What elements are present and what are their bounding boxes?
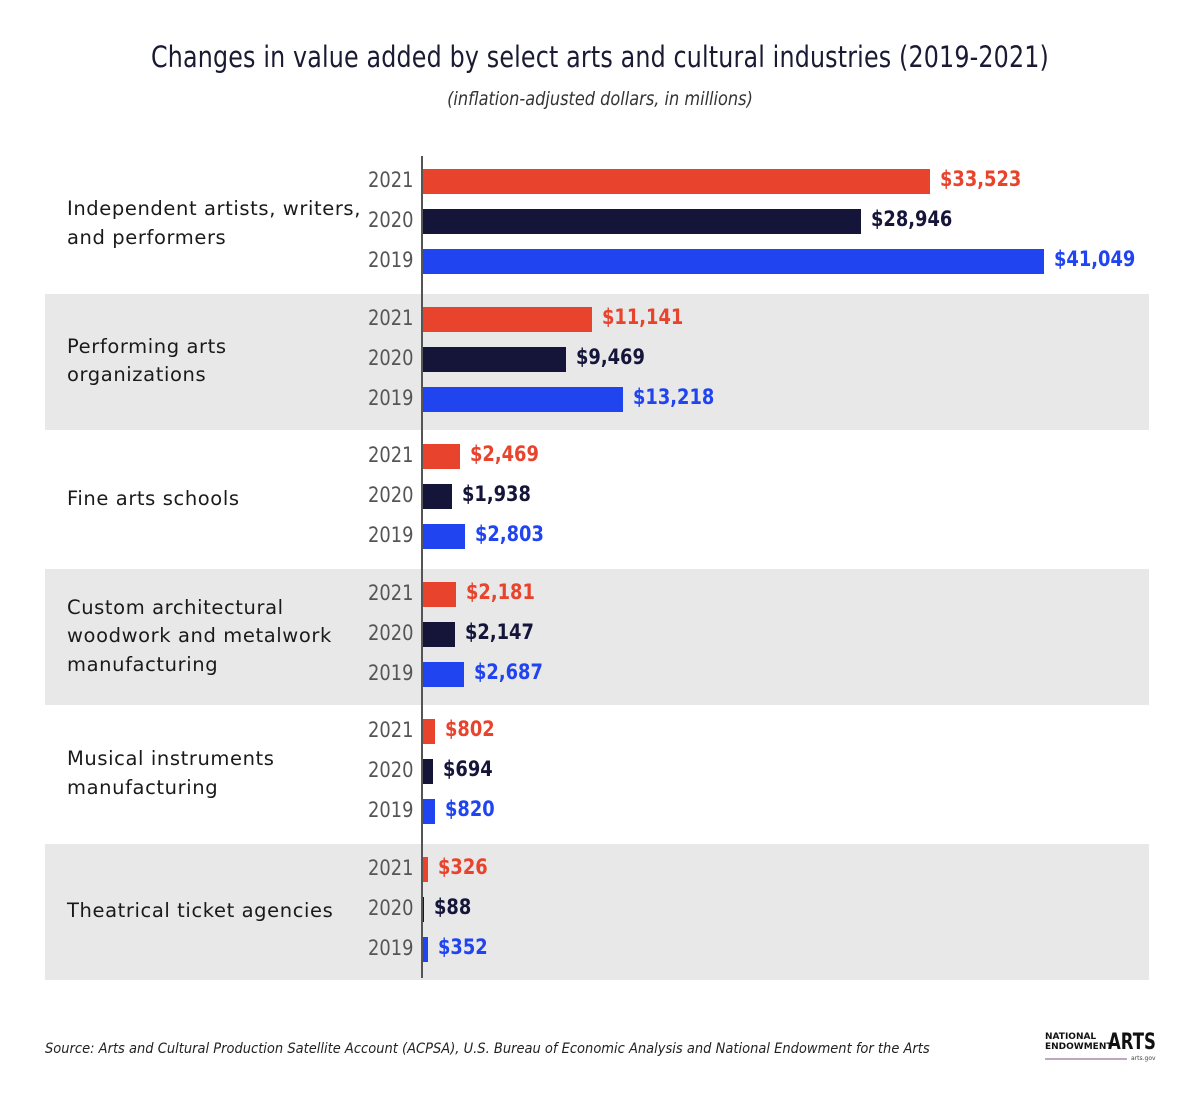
data-label: $33,523 <box>940 167 1022 191</box>
year-tick-label: 2019 <box>368 248 414 272</box>
logo-divider <box>1045 1058 1127 1060</box>
bar-2019 <box>423 249 1044 274</box>
year-tick-label: 2019 <box>368 385 414 410</box>
year-tick-label: 2019 <box>368 798 414 822</box>
bar-2019 <box>423 799 436 824</box>
year-tick-label: 2021 <box>368 443 414 467</box>
bar-2019 <box>423 524 466 549</box>
year-tick-label: 2021 <box>368 855 414 880</box>
data-label: $9,469 <box>576 344 646 369</box>
bar-2019 <box>423 661 464 687</box>
category-label: Performing arts organizations <box>67 334 227 387</box>
bar-2021 <box>423 719 436 744</box>
category-label: Musical instruments manufacturing <box>67 747 275 799</box>
year-tick-label: 2021 <box>368 718 414 742</box>
category-band <box>45 568 1149 705</box>
source-note: Source: Arts and Cultural Production Sat… <box>45 1041 930 1057</box>
data-label: $2,181 <box>465 579 535 604</box>
bar-2020 <box>423 346 567 372</box>
logo-site: arts.gov <box>1131 1055 1156 1062</box>
data-label: $2,147 <box>465 619 535 644</box>
nea-logo: NATIONAL ENDOWMENT ARTS arts.gov <box>1045 1030 1156 1064</box>
data-label: $11,141 <box>601 304 683 329</box>
category-label: Theatrical ticket agencies <box>67 899 334 922</box>
year-tick-label: 2021 <box>368 168 414 192</box>
data-label: $1,938 <box>462 482 532 506</box>
data-label: $326 <box>437 854 488 879</box>
year-tick-label: 2020 <box>368 208 414 232</box>
data-label: $2,469 <box>470 442 540 466</box>
category-label: Custom architectural woodwork and metalwo… <box>67 595 332 676</box>
data-label: $2,803 <box>475 522 545 546</box>
year-tick-label: 2020 <box>368 758 414 782</box>
bar-2021 <box>423 856 428 882</box>
bar-2020 <box>423 209 861 234</box>
bar-2021 <box>423 444 461 469</box>
category-label: Fine arts schools <box>67 486 240 510</box>
logo-arts-word: ARTS <box>1108 1030 1156 1055</box>
year-tick-label: 2021 <box>368 580 414 605</box>
chart-subtitle: (inflation-adjusted dollars, in millions… <box>447 88 753 110</box>
data-label: $41,049 <box>1054 247 1136 271</box>
bar-2021 <box>423 306 592 332</box>
year-tick-label: 2020 <box>368 895 414 920</box>
data-label: $13,218 <box>632 384 715 409</box>
year-tick-label: 2020 <box>368 345 414 370</box>
year-tick-label: 2021 <box>368 305 414 330</box>
data-label: $694 <box>443 757 494 781</box>
y-axis-line <box>421 156 423 978</box>
year-tick-label: 2020 <box>368 620 414 645</box>
data-label: $802 <box>445 717 495 741</box>
bar-2020 <box>423 759 434 784</box>
data-label: $2,687 <box>473 659 543 684</box>
year-tick-label: 2019 <box>368 523 414 547</box>
bar-2020 <box>423 896 425 922</box>
data-label: $28,946 <box>870 207 953 231</box>
data-label: $820 <box>445 797 496 821</box>
bar-2021 <box>423 169 931 194</box>
data-label: $352 <box>438 934 488 959</box>
bar-2020 <box>423 621 456 647</box>
logo-text: NATIONAL ENDOWMENT <box>1045 1032 1113 1052</box>
year-tick-label: 2020 <box>368 483 414 507</box>
chart-title: Changes in value added by select arts an… <box>151 40 1049 74</box>
bar-2020 <box>423 484 453 509</box>
bar-2021 <box>423 581 456 607</box>
category-label: Independent artists, writers, and perform… <box>67 197 361 249</box>
year-tick-label: 2019 <box>368 935 414 960</box>
data-label: $88 <box>434 894 472 919</box>
year-tick-label: 2019 <box>368 660 414 685</box>
category-band <box>45 843 1149 980</box>
bar-2019 <box>423 936 429 962</box>
bar-2019 <box>423 386 623 412</box>
